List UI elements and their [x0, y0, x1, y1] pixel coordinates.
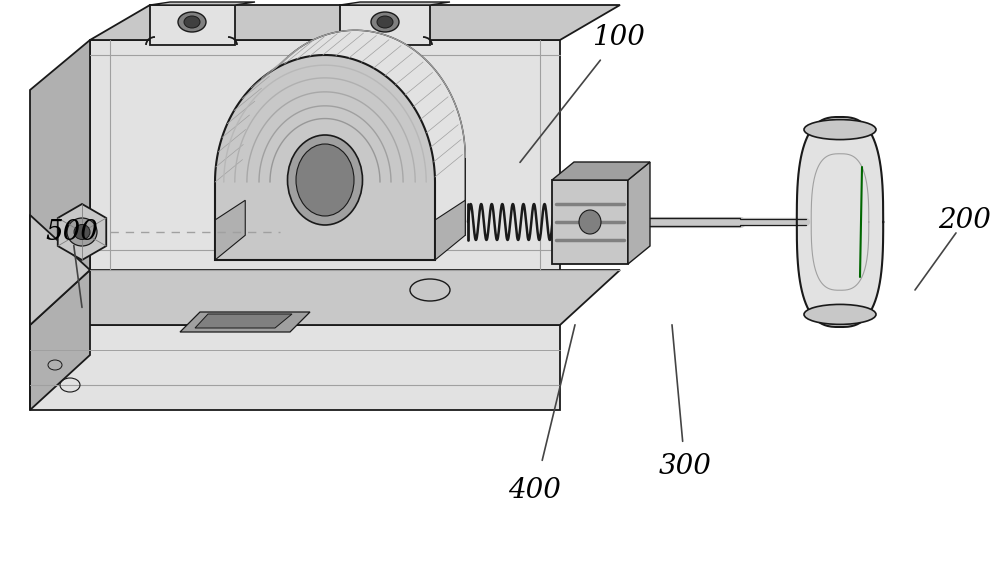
- Polygon shape: [58, 204, 106, 260]
- Text: 200: 200: [939, 207, 991, 234]
- Ellipse shape: [67, 218, 97, 246]
- Text: 500: 500: [46, 219, 98, 245]
- Ellipse shape: [804, 304, 876, 324]
- Polygon shape: [150, 2, 255, 5]
- Polygon shape: [245, 30, 465, 235]
- Ellipse shape: [288, 135, 362, 225]
- Polygon shape: [797, 117, 883, 327]
- Polygon shape: [215, 200, 245, 260]
- Polygon shape: [30, 160, 90, 325]
- Polygon shape: [552, 162, 650, 180]
- Polygon shape: [340, 2, 450, 5]
- Ellipse shape: [184, 16, 200, 28]
- Polygon shape: [628, 162, 650, 264]
- Polygon shape: [195, 314, 292, 328]
- Ellipse shape: [178, 12, 206, 32]
- Polygon shape: [30, 270, 620, 325]
- Polygon shape: [30, 325, 560, 410]
- Text: 400: 400: [509, 477, 561, 503]
- Ellipse shape: [371, 12, 399, 32]
- Polygon shape: [90, 40, 560, 270]
- Ellipse shape: [296, 144, 354, 216]
- Ellipse shape: [377, 16, 393, 28]
- Polygon shape: [435, 200, 465, 260]
- Text: 300: 300: [659, 454, 711, 480]
- Polygon shape: [552, 180, 628, 264]
- Ellipse shape: [804, 119, 876, 140]
- Polygon shape: [150, 5, 235, 45]
- Text: 100: 100: [592, 24, 644, 51]
- Polygon shape: [90, 5, 620, 40]
- Ellipse shape: [74, 224, 90, 240]
- Polygon shape: [180, 312, 310, 332]
- Polygon shape: [340, 5, 430, 45]
- Polygon shape: [30, 270, 90, 410]
- Ellipse shape: [579, 210, 601, 234]
- Polygon shape: [30, 40, 90, 270]
- Polygon shape: [215, 55, 435, 260]
